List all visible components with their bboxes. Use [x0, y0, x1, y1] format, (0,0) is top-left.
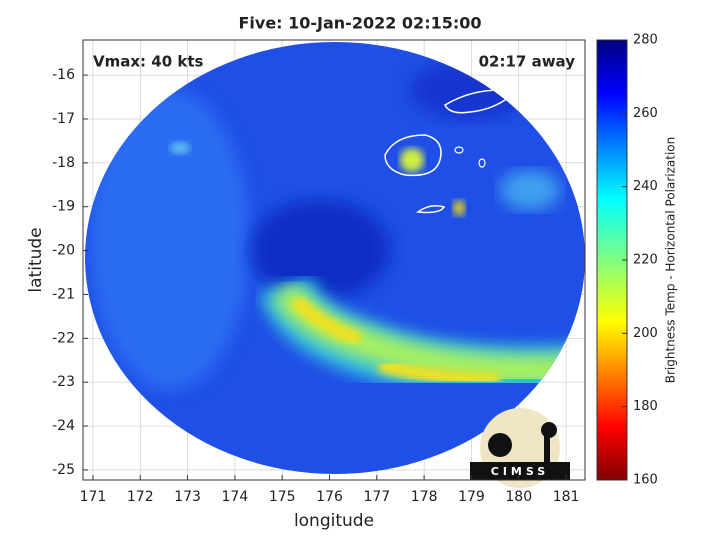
x-tick-label: 171: [80, 489, 107, 505]
y-tick-label: -21: [52, 286, 75, 302]
x-tick-label: 174: [222, 489, 249, 505]
colorbar-tick-label: 220: [633, 253, 658, 268]
x-tick-label: 180: [505, 489, 532, 505]
annotation: 02:17 away: [479, 53, 576, 71]
colorbar-tick-label: 240: [633, 179, 658, 194]
x-tick-label: 172: [127, 489, 154, 505]
annotation: Vmax: 40 kts: [93, 53, 203, 71]
colorbar-tick-label: 280: [633, 33, 658, 48]
y-tick-label: -19: [52, 199, 75, 215]
y-tick-label: -20: [52, 243, 75, 259]
x-tick-label: 173: [174, 489, 201, 505]
chart-title: Five: 10-Jan-2022 02:15:00: [238, 14, 481, 33]
colorbar-tick-label: 160: [633, 473, 658, 488]
y-tick-label: -25: [52, 462, 75, 478]
colorbar-tick-label: 260: [633, 106, 658, 121]
y-tick-label: -22: [52, 330, 75, 346]
y-tick-label: -18: [52, 155, 75, 171]
y-tick-label: -24: [52, 418, 75, 434]
x-tick-label: 178: [411, 489, 438, 505]
logo: CIMSS: [470, 408, 570, 488]
colorbar-label: Brightness Temp - Horizontal Polarizatio…: [664, 137, 678, 384]
x-tick-label: 179: [458, 489, 485, 505]
colorbar-tick-label: 180: [633, 399, 658, 414]
satellite-swath: [85, 42, 585, 474]
x-tick-label: 175: [269, 489, 296, 505]
plot-frame: [82, 39, 586, 481]
y-tick-label: -17: [52, 111, 75, 127]
axes: 171 172 173 174 175 176 177 178 179 180 181 -25 -24 -…: [52, 67, 579, 505]
x-tick-label: 181: [553, 489, 580, 505]
y-axis-label: latitude: [26, 227, 46, 292]
x-axis-label: longitude: [294, 511, 374, 531]
x-tick-label: 177: [363, 489, 390, 505]
colorbar-tick-label: 200: [633, 326, 658, 341]
y-tick-label: -16: [52, 67, 75, 83]
x-tick-label: 176: [316, 489, 343, 505]
y-tick-label: -23: [52, 374, 75, 390]
logo-text: CIMSS: [491, 465, 549, 478]
